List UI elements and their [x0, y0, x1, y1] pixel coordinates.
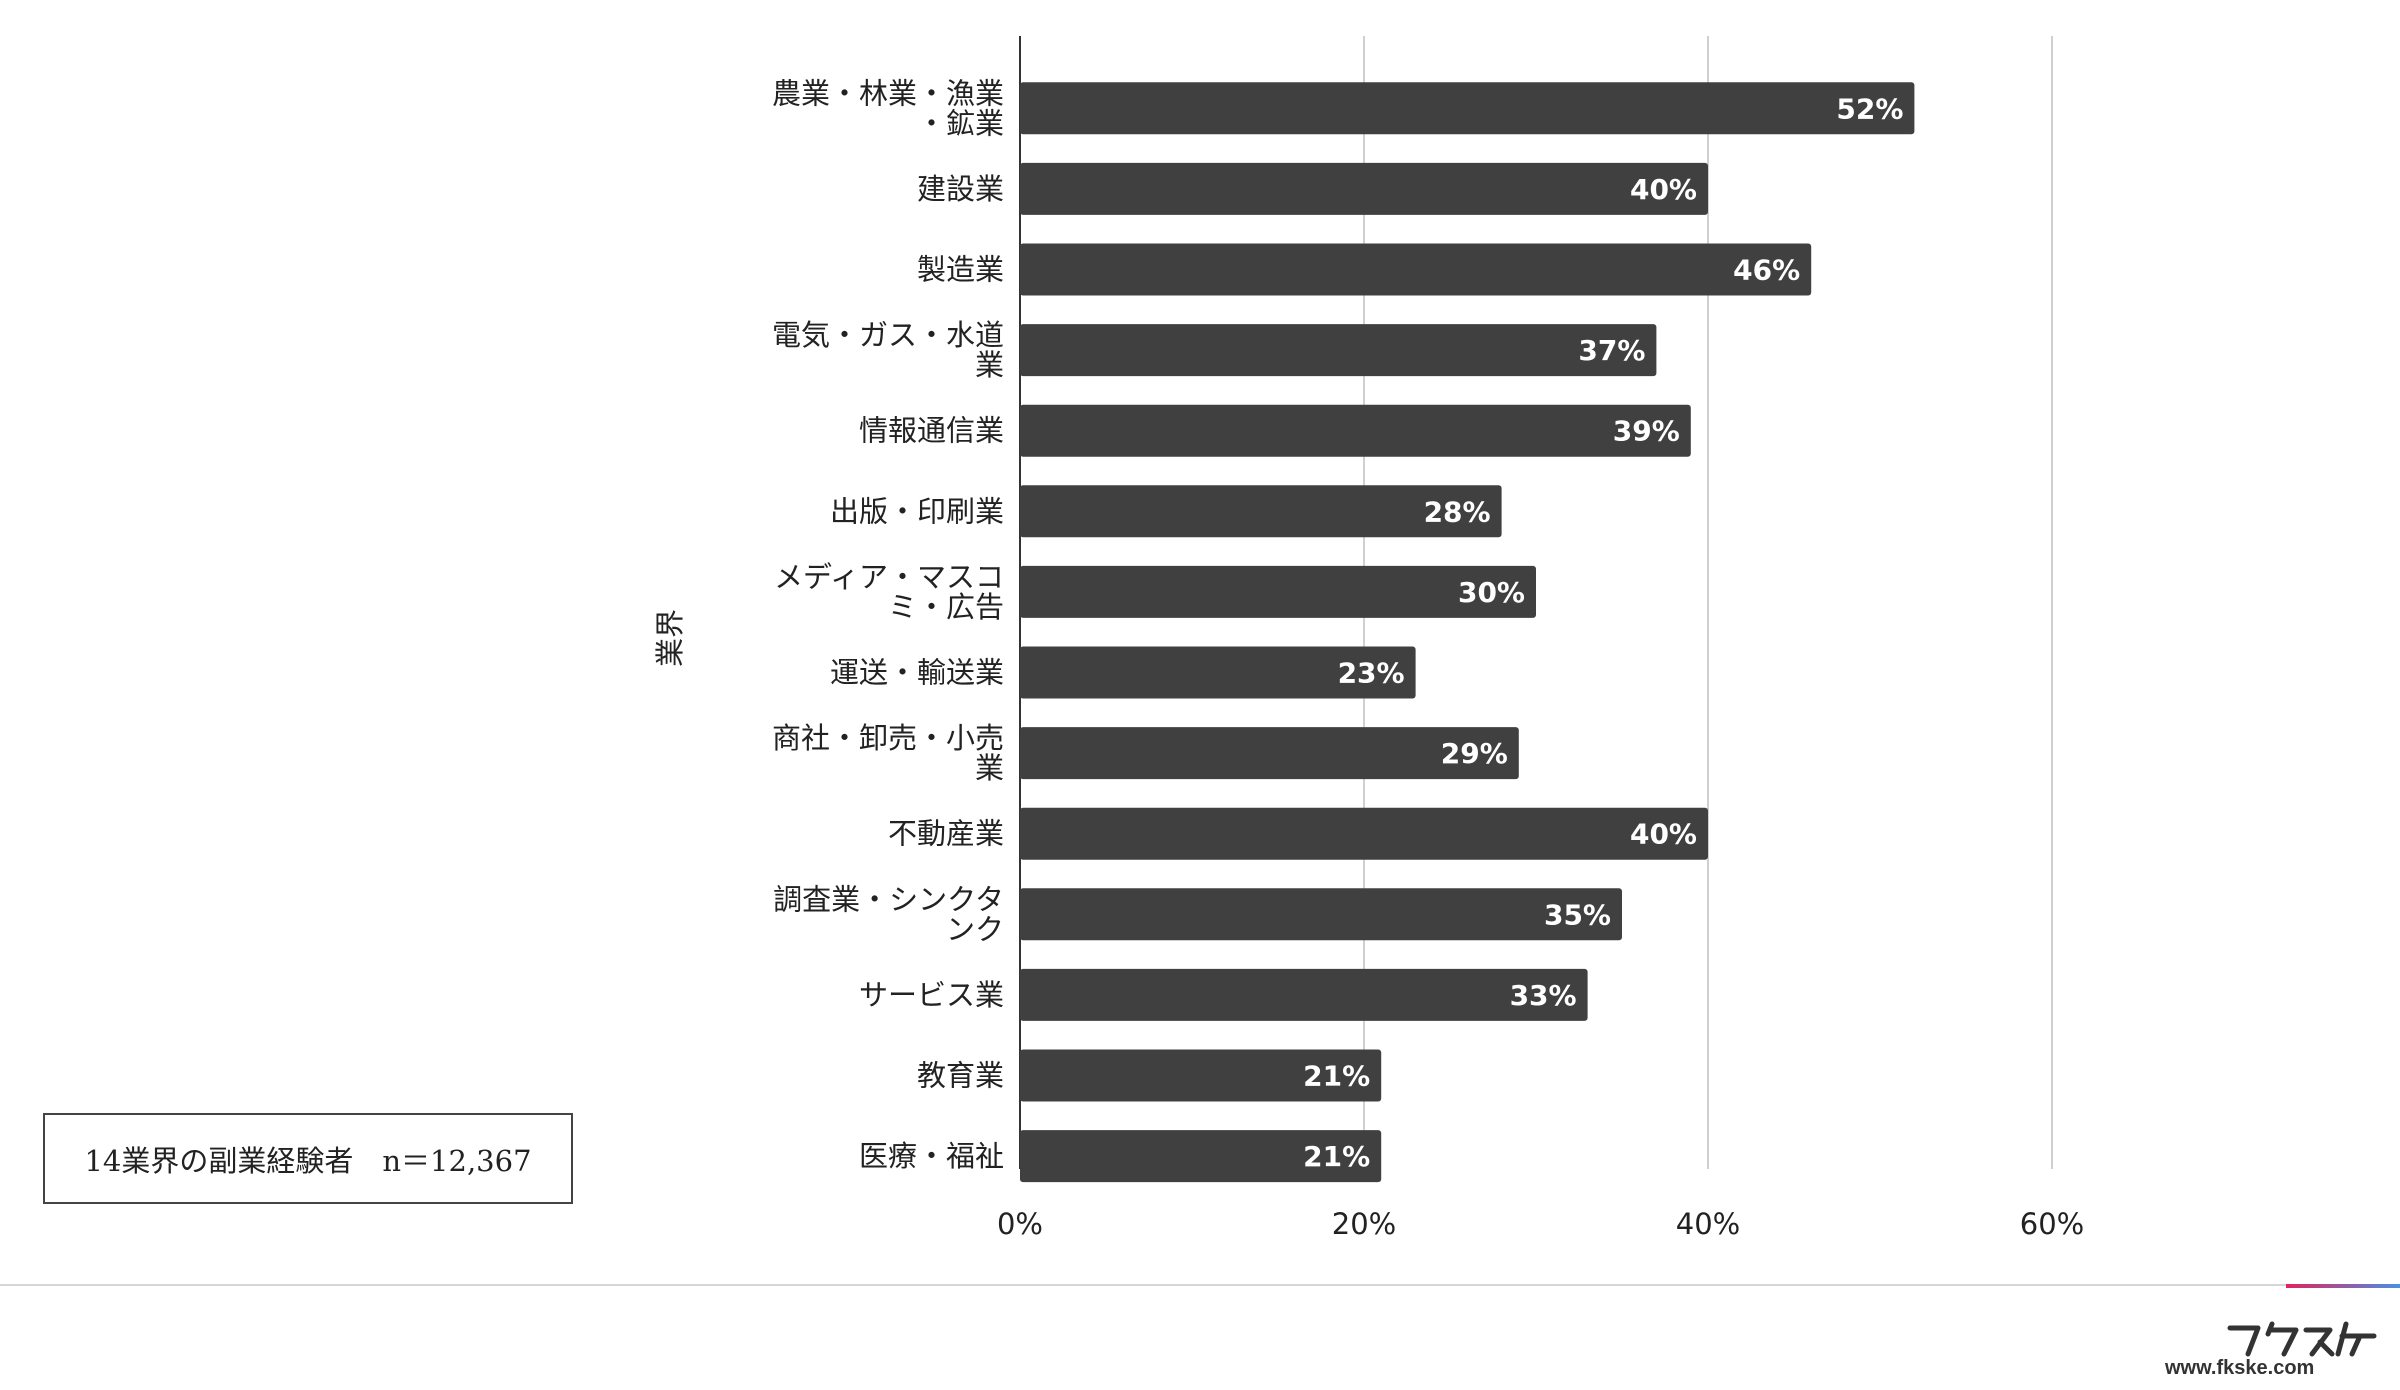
category-label: 商社・卸売・小売業: [772, 721, 1004, 785]
bar: [1020, 82, 1915, 135]
bar: [1020, 565, 1536, 618]
bar: [1020, 1130, 1382, 1183]
bar-value-label: 52%: [1836, 92, 1903, 125]
bar: [1020, 243, 1812, 296]
x-tick-label: 40%: [1676, 1207, 1740, 1241]
category-label: 製造業: [917, 253, 1004, 287]
category-label: 運送・輸送業: [830, 656, 1004, 690]
brand-logo: [2227, 1321, 2377, 1357]
category-label: 建設業: [917, 172, 1004, 206]
category-label: 不動産業: [888, 817, 1004, 851]
x-tick-label: 20%: [1332, 1207, 1396, 1241]
bar-value-label: 40%: [1630, 173, 1697, 206]
bar: [1020, 888, 1622, 941]
bar-value-label: 40%: [1630, 818, 1697, 851]
bar-value-label: 46%: [1733, 254, 1800, 287]
bar-value-label: 23%: [1338, 657, 1405, 690]
bar-value-label: 30%: [1458, 576, 1525, 609]
bar: [1020, 324, 1657, 377]
bar-chart: 52% 40% 46% 37% 39% 28% 30% 23% 29% 40% 35% 33% 21% 2…: [653, 36, 2084, 1241]
category-label: サービス業: [859, 978, 1004, 1012]
category-label: 教育業: [917, 1059, 1004, 1093]
bar-value-label: 29%: [1441, 737, 1508, 770]
category-label: 調査業・シンクタンク: [773, 882, 1004, 946]
bars: 52% 40% 46% 37% 39% 28% 30% 23% 29% 40% 35% 33% 21% 2…: [1020, 82, 1915, 1183]
bar: [1020, 727, 1519, 780]
category-label: メディア・マスコミ・広告: [774, 560, 1004, 624]
category-label: 電気・ガス・水道業: [772, 318, 1004, 382]
bar: [1020, 968, 1588, 1021]
bar: [1020, 162, 1708, 215]
category-label: 医療・福祉: [859, 1139, 1004, 1173]
bar-value-label: 37%: [1578, 334, 1645, 367]
y-axis-title: 業界: [653, 609, 687, 667]
bar-value-label: 21%: [1303, 1140, 1370, 1173]
bar: [1020, 807, 1708, 860]
bar-value-label: 35%: [1544, 898, 1611, 931]
bar: [1020, 1049, 1382, 1102]
bar: [1020, 646, 1416, 699]
category-labels: 農業・林業・漁業・鉱業建設業製造業電気・ガス・水道業情報通信業出版・印刷業メディ…: [772, 76, 1004, 1173]
x-tick-labels: 0% 20% 40% 60%: [997, 1207, 2084, 1241]
bar: [1020, 404, 1691, 457]
bar-value-label: 33%: [1510, 979, 1577, 1012]
category-label: 農業・林業・漁業・鉱業: [772, 76, 1004, 140]
bar-value-label: 39%: [1613, 415, 1680, 448]
footer-divider: [0, 1284, 2400, 1286]
sample-size-note: 14業界の副業経験者 n＝12,367: [43, 1113, 573, 1204]
category-label: 情報通信業: [859, 414, 1004, 448]
bar: [1020, 485, 1502, 538]
category-label: 出版・印刷業: [830, 494, 1004, 528]
bar-value-label: 21%: [1303, 1060, 1370, 1093]
footer-accent-line: [2286, 1284, 2400, 1288]
x-tick-label: 0%: [997, 1207, 1043, 1241]
bar-value-label: 28%: [1424, 495, 1491, 528]
site-url: www.fkske.com: [2165, 1357, 2315, 1379]
x-tick-label: 60%: [2020, 1207, 2084, 1241]
